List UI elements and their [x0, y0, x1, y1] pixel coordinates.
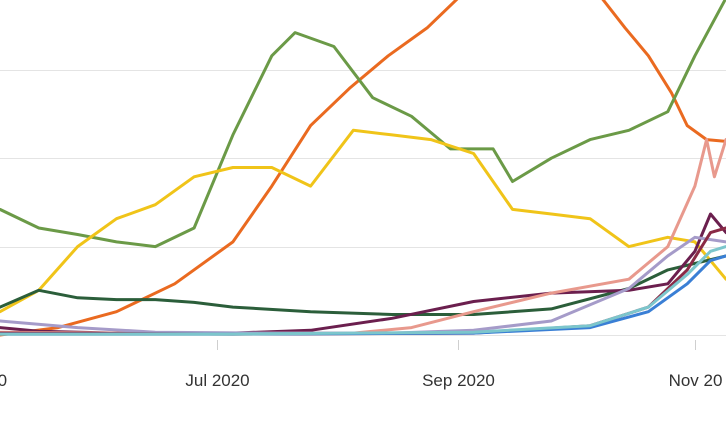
x-tick-label-3: Nov 20: [669, 371, 723, 390]
x-tick-label-2: Sep 2020: [422, 371, 495, 390]
series-line-6: [0, 235, 726, 335]
x-tick-label-1: Jul 2020: [185, 371, 249, 390]
series-line-2: [0, 128, 726, 314]
series-line-9: [0, 245, 726, 336]
series-line-3: [0, 254, 726, 316]
gridlines: [0, 70, 726, 336]
x-tick-label-0: y 2020: [0, 371, 7, 390]
series-lines: [0, 0, 726, 337]
series-line-0: [0, 0, 726, 337]
series-line-1: [0, 0, 726, 249]
x-axis: y 2020 Jul 2020 Sep 2020 Nov 20: [0, 340, 722, 390]
